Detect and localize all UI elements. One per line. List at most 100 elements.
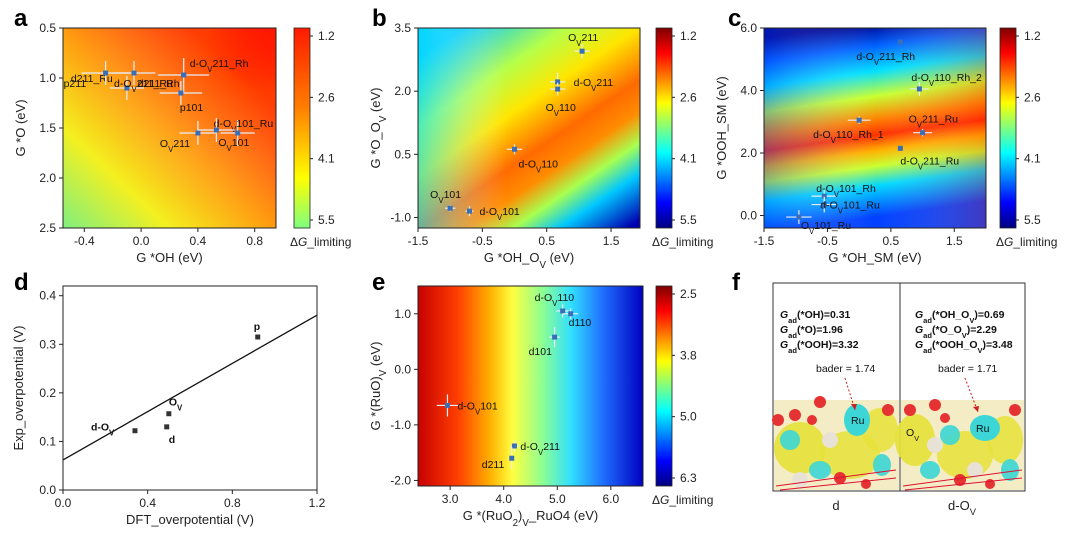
gad-o-right: Gad(*O_OV)=2.29 (915, 324, 997, 340)
colorbar-tick-label: 5.5 (680, 213, 697, 227)
ru-atom-label-left: Ru (851, 415, 865, 427)
colorbar-label: ΔG_limiting (652, 235, 713, 249)
panel-letter-f: f (732, 269, 741, 296)
data-point (579, 48, 585, 54)
x-tick-label: -0.5 (817, 234, 838, 248)
x-axis-label: G *OH_OV (eV) (484, 250, 574, 271)
point-label: d-OV (91, 422, 115, 438)
panel-letter-b: b (372, 5, 387, 32)
gad-oh-left: Gad(*OH)=0.31 (780, 309, 851, 325)
bader-arrow-left (844, 377, 856, 411)
y-tick-label: 4.0 (740, 84, 757, 98)
colorbar-tick-label: 5.5 (318, 213, 335, 227)
colorbar-tick-label: 4.1 (680, 152, 697, 166)
data-point (897, 145, 903, 151)
y-tick-label: 0.5 (394, 147, 411, 161)
x-tick-label: 0.5 (883, 234, 900, 248)
data-point (897, 39, 903, 45)
colorbar-tick-label: 5.5 (1024, 213, 1041, 227)
data-point (213, 127, 219, 133)
bader-arrowhead-right (973, 406, 979, 412)
colorbar-tick-label: 1.2 (680, 29, 697, 43)
data-point (166, 411, 172, 417)
y-tick-label: 3.5 (394, 21, 411, 35)
colorbar-label: ΔG_limiting (290, 235, 351, 249)
panel-letter-a: a (14, 5, 28, 32)
point-label: d-OV101_Ru (820, 200, 880, 216)
point-label: OV110 (546, 102, 576, 118)
y-tick-label: 2.5 (39, 221, 56, 235)
colorbar-tick-label: 2.6 (318, 90, 335, 104)
ru-atom-label-right: Ru (976, 423, 990, 435)
colorbar-tick-label: 4.1 (1024, 152, 1041, 166)
y-tick-label: 0.0 (740, 209, 757, 223)
point-label: d-OV110 (535, 292, 575, 308)
colorbar-tick-label: 6.3 (680, 471, 697, 485)
data-point (552, 334, 558, 340)
point-label: d211_Rh (138, 78, 180, 90)
x-tick-label: 0.4 (190, 234, 207, 248)
point-label: d-OV110_Rh_1 (813, 129, 884, 145)
x-tick-label: 6.0 (603, 492, 620, 506)
heatmap-field (418, 286, 643, 486)
x-tick-label: 1.5 (603, 234, 620, 248)
point-label: d-OV211_Ru (114, 78, 173, 94)
plot-frame (62, 285, 318, 491)
x-tick-label: 0.0 (133, 234, 150, 248)
data-point (512, 146, 518, 152)
x-tick-label: -0.4 (74, 234, 95, 248)
data-point (103, 70, 109, 76)
data-point (164, 424, 170, 430)
data-point (560, 308, 566, 314)
y-tick-label: 2.0 (39, 171, 56, 185)
point-label: d-OV101 (479, 206, 519, 222)
data-point (235, 130, 241, 136)
x-tick-label: -0.5 (472, 234, 493, 248)
data-point (131, 70, 137, 76)
colorbar-tick-label: 2.6 (680, 90, 697, 104)
colorbar (999, 27, 1017, 229)
colorbar-label: ΔG_limiting (996, 235, 1057, 249)
point-label: d211 (482, 459, 505, 471)
y-tick-label: 0.0 (39, 483, 56, 497)
point-label: d-OV211 (574, 77, 614, 93)
x-tick-label: 3.0 (442, 492, 459, 506)
data-point (255, 334, 261, 340)
colorbar-tick-label: 1.2 (318, 29, 335, 43)
data-point (916, 86, 922, 92)
x-tick-label: 0.8 (246, 234, 263, 248)
panel-f-label-left: d (832, 498, 839, 513)
data-point (132, 428, 138, 434)
y-axis-label: G *OOH_SM (eV) (714, 76, 729, 179)
x-axis-label: G *(RuO2)V_RuO4 (eV) (463, 508, 599, 529)
x-tick-label: 0.5 (538, 234, 555, 248)
bader-arrowhead-left (851, 404, 857, 410)
data-point (466, 208, 472, 214)
heatmap-overlay (63, 28, 276, 228)
data-point (195, 130, 201, 136)
point-label: p211 (64, 78, 87, 90)
plot-frame (763, 27, 987, 229)
y-tick-label: 0.4 (39, 289, 56, 303)
point-label: OV101 (430, 189, 461, 205)
x-tick-label: 1.2 (309, 496, 326, 510)
gad-ooh-right: Gad(*OOH_OV)=3.48 (915, 339, 1013, 355)
y-tick-label: -1.0 (390, 418, 411, 432)
colorbar-tick-label: 4.1 (318, 152, 335, 166)
point-label: d-OV101_Ru (214, 118, 274, 134)
point-label: p101 (180, 102, 204, 114)
panel-c-chart: d-OV211_Rh d-OV110_Rh_2 OV211_Ru d-OV110_Rh… (714, 21, 1057, 265)
point-label: d-OV110 (519, 158, 559, 174)
point-label: d101 (529, 346, 553, 358)
point-label: d-OV211_Rh (190, 58, 249, 74)
x-tick-label: 1.5 (946, 234, 963, 248)
data-point (555, 79, 561, 85)
x-axis-label: G *OH_SM (eV) (828, 250, 921, 265)
y-axis-label: G *O (eV) (13, 99, 28, 156)
structure-right: OV Ru (895, 399, 1024, 491)
gad-o-left: Gad(*O)=1.96 (780, 324, 843, 340)
plot-frame (417, 27, 641, 229)
x-tick-label: 4.0 (495, 492, 512, 506)
gad-oh-right: Gad(*OH_OV)=0.69 (915, 309, 1005, 325)
